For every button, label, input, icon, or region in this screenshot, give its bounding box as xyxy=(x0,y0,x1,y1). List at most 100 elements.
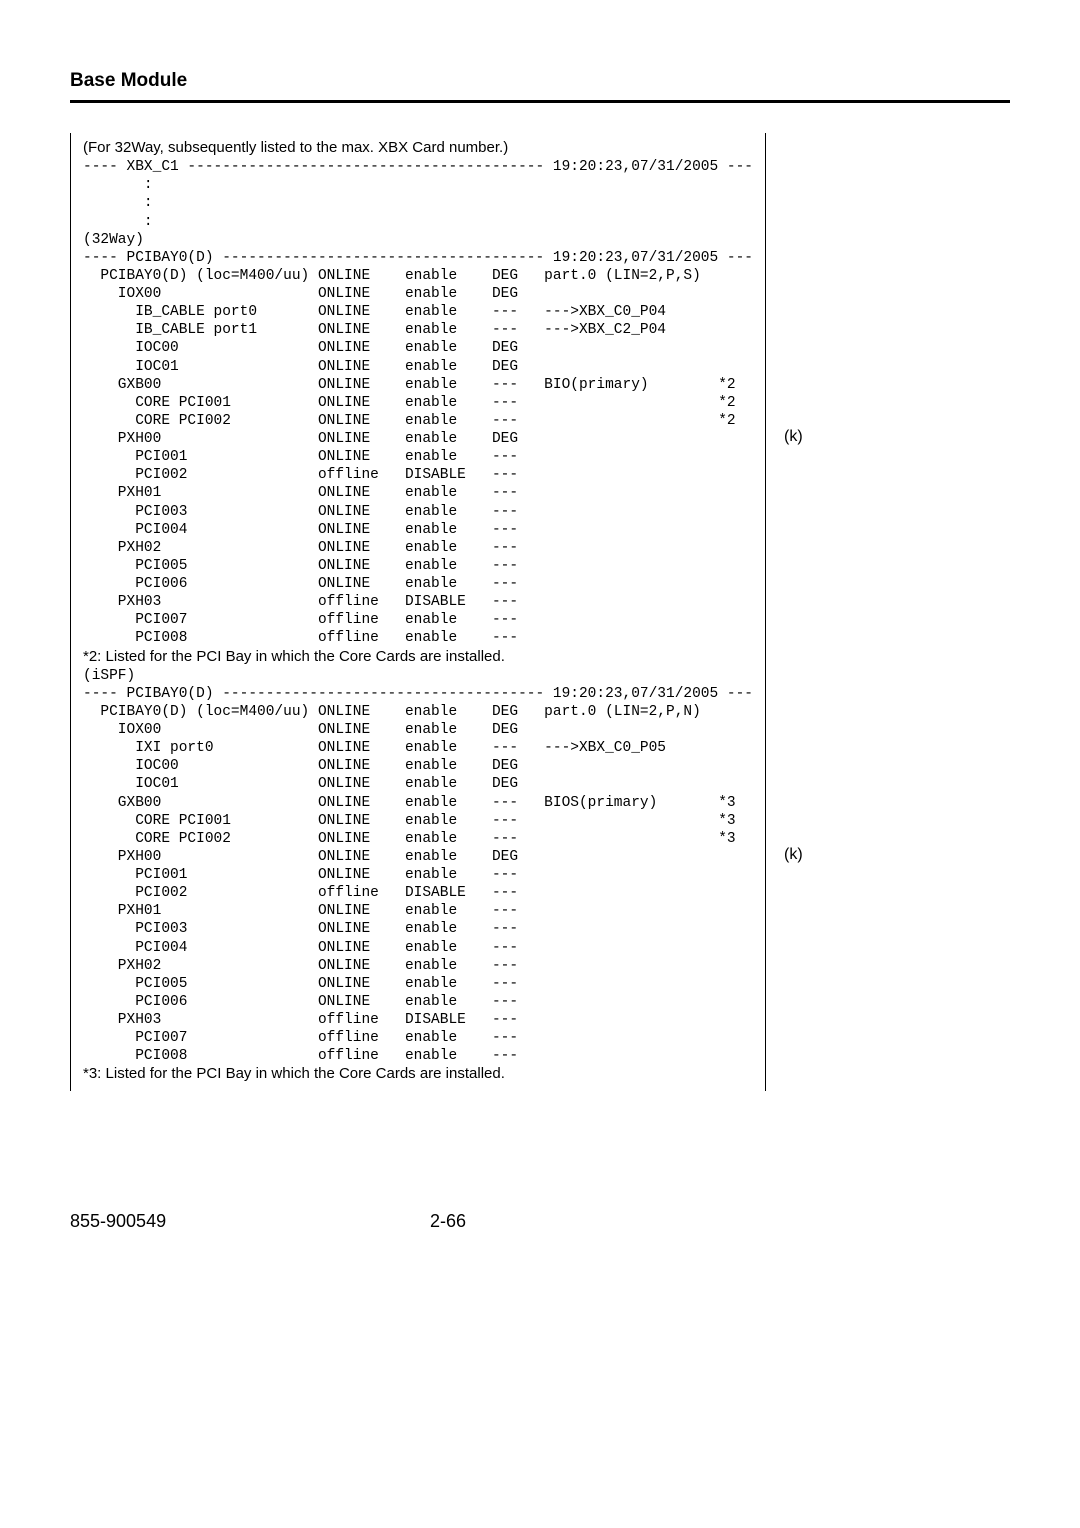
row: PCI003 ONLINE enable --- xyxy=(83,503,753,521)
listing-line: PCI005 ONLINE enable --- xyxy=(83,558,518,574)
row: CORE PCI002 ONLINE enable --- *2 xyxy=(83,412,753,430)
side-column: (k) (k) xyxy=(766,133,1010,1091)
row: PCI007 offline enable --- xyxy=(83,1029,753,1047)
listing-line: IOC01 ONLINE enable DEG xyxy=(83,359,518,375)
listing-line: PCI002 offline DISABLE --- xyxy=(83,885,518,901)
listing-line: ---- PCIBAY0(D) ------------------------… xyxy=(83,686,753,702)
row: PXH00 ONLINE enable DEG xyxy=(83,848,753,866)
listing-line: PCI006 ONLINE enable --- xyxy=(83,576,518,592)
row: PCIBAY0(D) (loc=M400/uu) ONLINE enable D… xyxy=(83,703,753,721)
listing-line: PXH03 offline DISABLE --- xyxy=(83,1012,518,1028)
row: IXI port0 ONLINE enable --- --->XBX_C0_P… xyxy=(83,739,753,757)
listing-line: : xyxy=(83,177,153,193)
listing-line: PCI003 ONLINE enable --- xyxy=(83,921,518,937)
row: PCI007 offline enable --- xyxy=(83,611,753,629)
row: IOC00 ONLINE enable DEG xyxy=(83,757,753,775)
listing-line: : xyxy=(83,195,153,211)
row: GXB00 ONLINE enable --- BIOS(primary) *3 xyxy=(83,794,753,812)
row: IB_CABLE port1 ONLINE enable --- --->XBX… xyxy=(83,321,753,339)
row: PCI004 ONLINE enable --- xyxy=(83,939,753,957)
header-rule xyxy=(70,100,1010,103)
note-text: (For 32Way, subsequently listed to the m… xyxy=(83,139,508,156)
listing-line: CORE PCI002 ONLINE enable --- *3 xyxy=(83,831,736,847)
listing-line: PCI001 ONLINE enable --- xyxy=(83,449,518,465)
note-text: *2: Listed for the PCI Bay in which the … xyxy=(83,648,505,665)
row: ---- PCIBAY0(D) ------------------------… xyxy=(83,685,753,703)
row: (iSPF) xyxy=(83,667,753,685)
listing-line: IOC00 ONLINE enable DEG xyxy=(83,340,518,356)
listing-line: IOC01 ONLINE enable DEG xyxy=(83,776,518,792)
annotation-k-1: (k) xyxy=(784,428,803,446)
row: IOC01 ONLINE enable DEG xyxy=(83,358,753,376)
listing-line: ---- XBX_C1 ----------------------------… xyxy=(83,159,753,175)
row: PCI008 offline enable --- xyxy=(83,1047,753,1065)
row: IOX00 ONLINE enable DEG xyxy=(83,285,753,303)
row: *3: Listed for the PCI Bay in which the … xyxy=(83,1065,753,1084)
listing-line: : xyxy=(83,214,153,230)
listing-line: IOX00 ONLINE enable DEG xyxy=(83,722,518,738)
row: PXH02 ONLINE enable --- xyxy=(83,539,753,557)
row: *2: Listed for the PCI Bay in which the … xyxy=(83,648,753,667)
row: GXB00 ONLINE enable --- BIO(primary) *2 xyxy=(83,376,753,394)
note-text: *3: Listed for the PCI Bay in which the … xyxy=(83,1065,505,1082)
listing-line: PXH02 ONLINE enable --- xyxy=(83,540,518,556)
listing-line: PXH00 ONLINE enable DEG xyxy=(83,849,518,865)
listing-line: CORE PCI002 ONLINE enable --- *2 xyxy=(83,413,736,429)
footer-doc-number: 855-900549 xyxy=(70,1211,430,1232)
row: CORE PCI001 ONLINE enable --- *2 xyxy=(83,394,753,412)
row: PXH00 ONLINE enable DEG xyxy=(83,430,753,448)
row: PCI003 ONLINE enable --- xyxy=(83,920,753,938)
page-footer: 855-900549 2-66 xyxy=(70,1211,1010,1232)
row: PCI006 ONLINE enable --- xyxy=(83,575,753,593)
listing-line: PCI001 ONLINE enable --- xyxy=(83,867,518,883)
listing-line: IB_CABLE port1 ONLINE enable --- --->XBX… xyxy=(83,322,666,338)
row: PCI006 ONLINE enable --- xyxy=(83,993,753,1011)
listing-line: (32Way) xyxy=(83,232,144,248)
listing-line: PXH01 ONLINE enable --- xyxy=(83,485,518,501)
row: : xyxy=(83,194,753,212)
row: PCI005 ONLINE enable --- xyxy=(83,975,753,993)
row: ---- PCIBAY0(D) ------------------------… xyxy=(83,249,753,267)
row: PCI008 offline enable --- xyxy=(83,629,753,647)
listing-line: PXH01 ONLINE enable --- xyxy=(83,903,518,919)
listing-line: PCI008 offline enable --- xyxy=(83,630,518,646)
page-title: Base Module xyxy=(70,70,1010,92)
row: PCI002 offline DISABLE --- xyxy=(83,466,753,484)
listing-line: PCI004 ONLINE enable --- xyxy=(83,940,518,956)
listing-line: PCI003 ONLINE enable --- xyxy=(83,504,518,520)
row: PCI001 ONLINE enable --- xyxy=(83,866,753,884)
listing-box: (For 32Way, subsequently listed to the m… xyxy=(70,133,766,1091)
listing-line: PCI006 ONLINE enable --- xyxy=(83,994,518,1010)
row: PXH02 ONLINE enable --- xyxy=(83,957,753,975)
row: IOX00 ONLINE enable DEG xyxy=(83,721,753,739)
listing-line: IXI port0 ONLINE enable --- --->XBX_C0_P… xyxy=(83,740,666,756)
listing-line: PCI007 offline enable --- xyxy=(83,1030,518,1046)
row: : xyxy=(83,213,753,231)
annotation-k-2: (k) xyxy=(784,846,803,864)
row: PCI004 ONLINE enable --- xyxy=(83,521,753,539)
listing-line: PCIBAY0(D) (loc=M400/uu) ONLINE enable D… xyxy=(83,268,701,284)
row: (32Way) xyxy=(83,231,753,249)
page: Base Module (For 32Way, subsequently lis… xyxy=(0,0,1080,1528)
listing-line: PCI007 offline enable --- xyxy=(83,612,518,628)
listing-line: CORE PCI001 ONLINE enable --- *3 xyxy=(83,813,736,829)
row: IOC01 ONLINE enable DEG xyxy=(83,775,753,793)
listing-line: PXH02 ONLINE enable --- xyxy=(83,958,518,974)
listing-line: PCI002 offline DISABLE --- xyxy=(83,467,518,483)
listing-line: (iSPF) xyxy=(83,668,135,684)
row: PCIBAY0(D) (loc=M400/uu) ONLINE enable D… xyxy=(83,267,753,285)
listing-line: PCI004 ONLINE enable --- xyxy=(83,522,518,538)
row: PXH03 offline DISABLE --- xyxy=(83,1011,753,1029)
content-area: (For 32Way, subsequently listed to the m… xyxy=(70,133,1010,1091)
row: (For 32Way, subsequently listed to the m… xyxy=(83,139,753,158)
listing-line: IOC00 ONLINE enable DEG xyxy=(83,758,518,774)
row: CORE PCI002 ONLINE enable --- *3 xyxy=(83,830,753,848)
row: PCI002 offline DISABLE --- xyxy=(83,884,753,902)
row: PCI005 ONLINE enable --- xyxy=(83,557,753,575)
row: PXH01 ONLINE enable --- xyxy=(83,902,753,920)
listing-line: PCI005 ONLINE enable --- xyxy=(83,976,518,992)
listing-line: PXH00 ONLINE enable DEG xyxy=(83,431,518,447)
listing-line: GXB00 ONLINE enable --- BIO(primary) *2 xyxy=(83,377,736,393)
listing-line: PCI008 offline enable --- xyxy=(83,1048,518,1064)
listing-line: CORE PCI001 ONLINE enable --- *2 xyxy=(83,395,736,411)
